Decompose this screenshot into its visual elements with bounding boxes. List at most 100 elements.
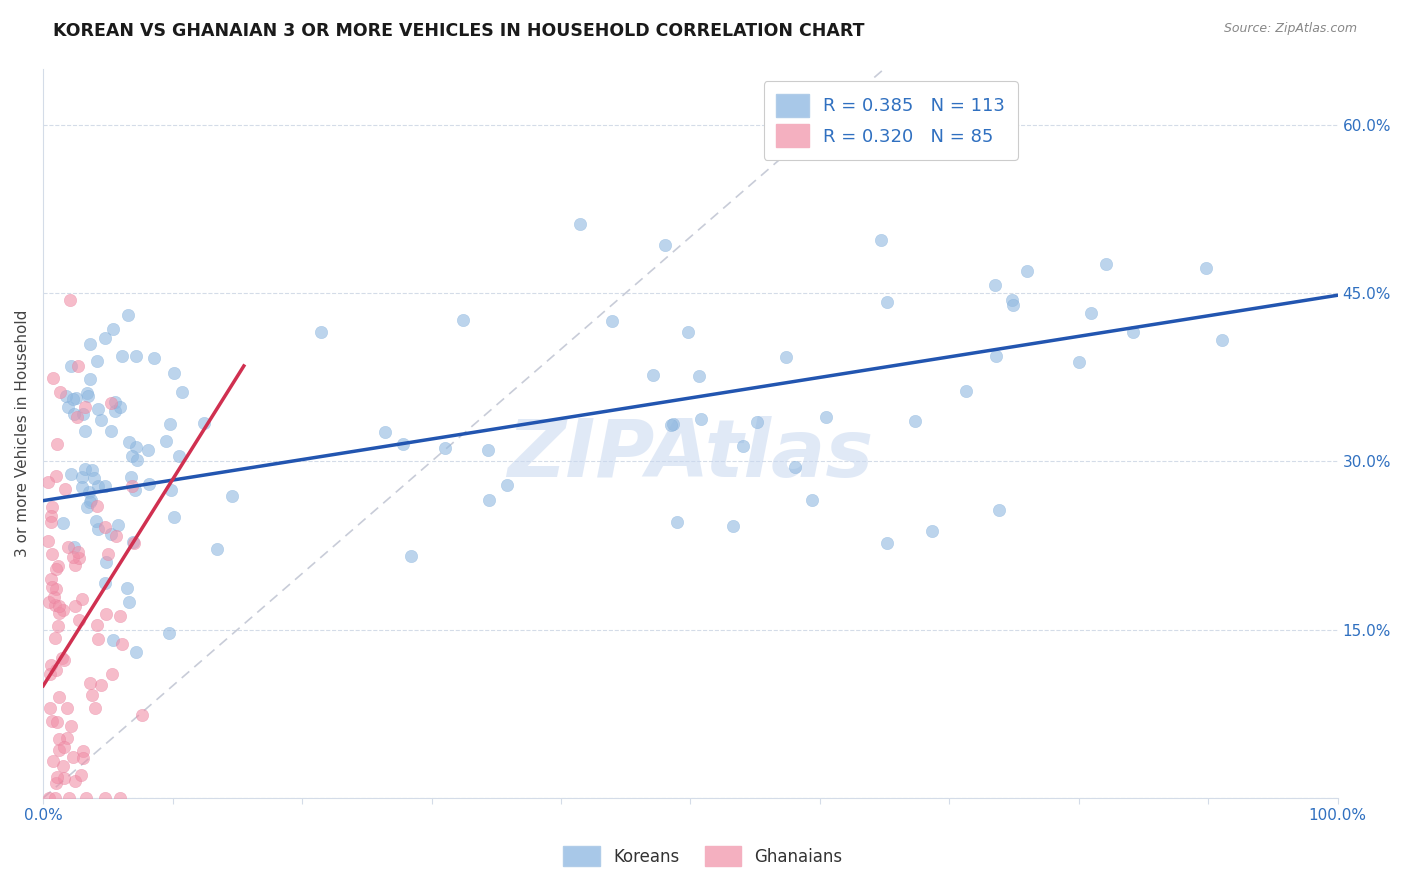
Point bbox=[309, 326, 332, 340]
Point bbox=[83, 701, 105, 715]
Point bbox=[495, 477, 517, 491]
Point bbox=[921, 524, 943, 538]
Point bbox=[600, 314, 623, 328]
Point bbox=[988, 503, 1011, 517]
Point bbox=[118, 434, 141, 449]
Point bbox=[48, 732, 70, 747]
Point bbox=[90, 678, 112, 692]
Point bbox=[167, 449, 190, 463]
Y-axis label: 3 or more Vehicles in Household: 3 or more Vehicles in Household bbox=[15, 310, 30, 557]
Point bbox=[86, 354, 108, 368]
Point bbox=[72, 743, 94, 757]
Point bbox=[86, 632, 108, 647]
Point bbox=[67, 544, 90, 558]
Text: KOREAN VS GHANAIAN 3 OR MORE VEHICLES IN HOUSEHOLD CORRELATION CHART: KOREAN VS GHANAIAN 3 OR MORE VEHICLES IN… bbox=[53, 22, 865, 40]
Point bbox=[87, 522, 110, 536]
Point bbox=[80, 463, 103, 477]
Point bbox=[1122, 326, 1144, 340]
Point bbox=[86, 618, 108, 632]
Point bbox=[70, 591, 93, 606]
Point bbox=[659, 417, 682, 432]
Point bbox=[87, 479, 110, 493]
Point bbox=[108, 400, 131, 414]
Point bbox=[45, 663, 67, 677]
Point bbox=[117, 581, 139, 595]
Point bbox=[984, 277, 1007, 292]
Legend: R = 0.385   N = 113, R = 0.320   N = 85: R = 0.385 N = 113, R = 0.320 N = 85 bbox=[763, 81, 1018, 160]
Point bbox=[63, 407, 86, 421]
Point bbox=[1211, 333, 1233, 347]
Point bbox=[48, 599, 70, 614]
Point bbox=[45, 715, 67, 730]
Point bbox=[66, 409, 89, 424]
Point bbox=[39, 700, 62, 714]
Point bbox=[45, 775, 67, 789]
Legend: Koreans, Ghanaians: Koreans, Ghanaians bbox=[557, 839, 849, 873]
Point bbox=[38, 791, 60, 805]
Point bbox=[643, 368, 665, 383]
Point bbox=[104, 395, 127, 409]
Point bbox=[125, 441, 148, 455]
Point bbox=[56, 701, 79, 715]
Point bbox=[49, 384, 72, 399]
Point bbox=[160, 483, 183, 497]
Point bbox=[53, 772, 76, 786]
Point bbox=[163, 510, 186, 524]
Point bbox=[100, 396, 122, 410]
Point bbox=[45, 582, 67, 596]
Point bbox=[58, 791, 80, 805]
Point bbox=[721, 518, 744, 533]
Point bbox=[143, 351, 166, 365]
Point bbox=[159, 417, 181, 432]
Point bbox=[434, 441, 457, 455]
Point bbox=[44, 631, 66, 645]
Point bbox=[654, 238, 676, 252]
Point bbox=[41, 572, 63, 586]
Point bbox=[904, 414, 927, 428]
Point bbox=[731, 439, 754, 453]
Point bbox=[77, 485, 100, 500]
Point bbox=[1001, 298, 1024, 312]
Point bbox=[94, 555, 117, 569]
Point bbox=[83, 471, 105, 485]
Point bbox=[46, 619, 69, 633]
Point bbox=[38, 595, 60, 609]
Point bbox=[70, 470, 93, 484]
Point bbox=[70, 480, 93, 494]
Point bbox=[478, 492, 501, 507]
Point bbox=[121, 449, 143, 463]
Point bbox=[45, 469, 67, 483]
Point bbox=[80, 689, 103, 703]
Point bbox=[76, 385, 98, 400]
Point bbox=[53, 740, 76, 755]
Point bbox=[63, 599, 86, 613]
Point bbox=[93, 576, 115, 591]
Point bbox=[59, 467, 82, 482]
Point bbox=[48, 742, 70, 756]
Point bbox=[42, 371, 65, 385]
Point bbox=[52, 603, 75, 617]
Point bbox=[451, 312, 474, 326]
Point bbox=[1080, 305, 1102, 319]
Point bbox=[1195, 260, 1218, 275]
Point bbox=[59, 293, 82, 308]
Point bbox=[1017, 264, 1039, 278]
Point bbox=[39, 515, 62, 529]
Point bbox=[73, 400, 96, 414]
Point bbox=[688, 369, 710, 384]
Point bbox=[79, 372, 101, 386]
Point bbox=[52, 758, 75, 772]
Point bbox=[157, 626, 180, 640]
Point bbox=[100, 424, 122, 438]
Text: Source: ZipAtlas.com: Source: ZipAtlas.com bbox=[1223, 22, 1357, 36]
Point bbox=[37, 475, 59, 490]
Point bbox=[676, 326, 699, 340]
Point bbox=[90, 412, 112, 426]
Point bbox=[52, 516, 75, 530]
Point bbox=[125, 349, 148, 363]
Point bbox=[122, 536, 145, 550]
Point bbox=[127, 453, 149, 467]
Point bbox=[55, 388, 77, 402]
Point bbox=[399, 549, 422, 564]
Point bbox=[84, 514, 107, 528]
